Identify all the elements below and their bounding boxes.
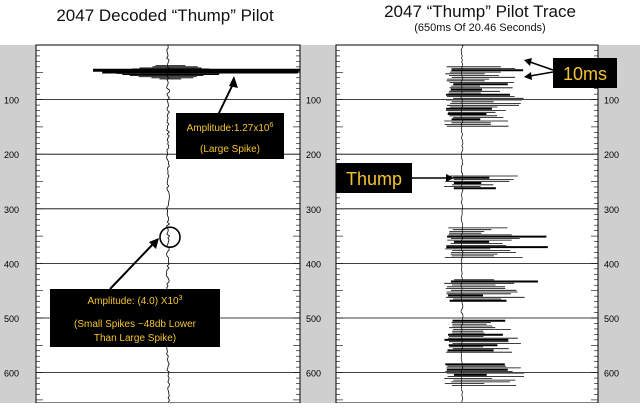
y-tick-label: 300 [4,205,19,215]
annotation-arrow [109,242,155,290]
small-spikes-label-2: Than Large Spike) [94,333,176,344]
y-tick-label: 400 [306,259,321,269]
y-tick-label: 100 [306,96,321,106]
arrow-head [446,174,454,182]
y-tick-label: 200 [306,150,321,160]
right-chart-title: 2047 “Thump” Pilot Trace [384,2,576,21]
y-tick-label: 500 [306,314,321,324]
y-tick-label: 600 [604,369,619,379]
amplitude-small-box [50,289,220,347]
amplitude-large-label: Amplitude:1.27x106 [187,122,274,134]
y-tick-label: 300 [306,205,321,215]
y-tick-label: 300 [604,205,619,215]
annotation-arrow [529,61,554,71]
thump-box [336,163,412,193]
ten-ms-label: 10ms [563,64,607,84]
right-chart-subtitle: (650ms Of 20.46 Seconds) [414,22,546,34]
amplitude-large-box [176,113,284,159]
large-spike-label: (Large Spike) [200,144,260,155]
small-spike-circle [159,226,181,248]
y-tick-label: 200 [604,150,619,160]
left-chart-title: 2047 Decoded “Thump” Pilot [56,6,274,25]
ruler-strip [0,45,36,403]
y-tick-label: 200 [4,150,19,160]
y-tick-label: 500 [4,314,19,324]
y-tick-label: 500 [604,314,619,324]
y-tick-label: 400 [4,259,19,269]
annotation-arrow [529,71,554,77]
arrow-head [229,76,238,88]
amplitude-large-exponent: 6 [269,122,273,129]
y-tick-label: 600 [306,369,321,379]
y-tick-label: 100 [4,96,19,106]
y-tick-label: 400 [604,259,619,269]
small-spikes-label: (Small Spikes ~48db Lower [74,319,197,330]
y-tick-label: 100 [604,96,619,106]
amplitude-small-exponent: 3 [179,295,183,302]
ten-ms-box [553,58,617,88]
thump-label: Thump [346,169,402,189]
arrow-head [524,58,532,66]
amplitude-small-label: Amplitude: (4.0) X103 [87,295,182,307]
arrow-head [524,72,532,80]
annotation-arrow [217,81,235,116]
ruler-strip [598,45,640,403]
ruler-strip [300,45,336,403]
y-tick-label: 600 [4,369,19,379]
arrow-head [149,238,159,249]
